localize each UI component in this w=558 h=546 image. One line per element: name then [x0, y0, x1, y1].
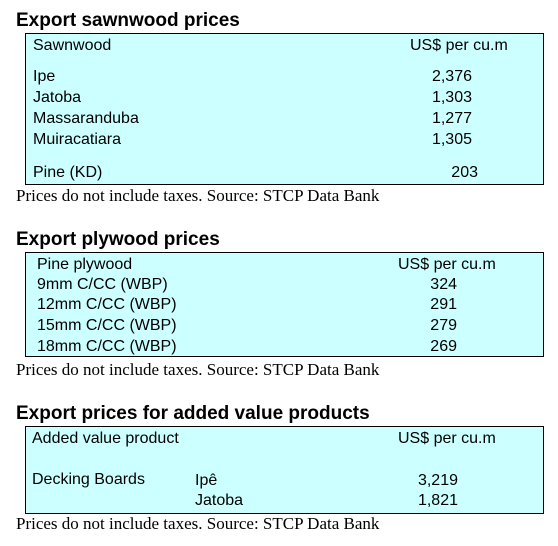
sawnwood-price-table: Sawnwood US$ per cu.m Ipe 2,376 Jatoba 1…	[25, 33, 544, 185]
added-value-row-price: 3,219	[417, 472, 458, 489]
sawnwood-source-note: Prices do not include taxes. Source: STC…	[16, 186, 380, 205]
sawnwood-row-price: 1,305	[431, 131, 472, 148]
added-value-col-header-price: US$ per cu.m	[398, 430, 496, 447]
plywood-row-name: 12mm C/CC (WBP)	[37, 296, 177, 313]
added-value-product-name: Decking Boards	[32, 471, 145, 488]
sawnwood-row-price: 1,277	[431, 110, 472, 127]
added-value-price-table: Added value product US$ per cu.m Decking…	[25, 426, 544, 514]
added-value-source-note: Prices do not include taxes. Source: STC…	[16, 514, 380, 533]
sawnwood-row-name: Muiracatiara	[33, 131, 122, 148]
sawnwood-col-header-price: US$ per cu.m	[410, 37, 508, 54]
plywood-row-name: 18mm C/CC (WBP)	[37, 338, 177, 355]
sawnwood-row-price: 203	[451, 164, 478, 181]
sawnwood-row-price: 1,303	[431, 89, 472, 106]
added-value-row-species: Jatoba	[195, 492, 244, 509]
added-value-row-species: Ipê	[195, 472, 218, 489]
plywood-title: Export plywood prices	[16, 229, 220, 250]
plywood-row-price: 291	[430, 296, 457, 313]
sawnwood-row-price: 2,376	[431, 68, 472, 85]
added-value-col-header-product: Added value product	[32, 430, 179, 447]
added-value-title: Export prices for added value products	[16, 403, 370, 424]
sawnwood-row-name: Ipe	[33, 68, 56, 85]
plywood-price-table: Pine plywood US$ per cu.m 9mm C/CC (WBP)…	[25, 252, 544, 357]
plywood-col-header-price: US$ per cu.m	[398, 256, 496, 273]
plywood-row-price: 279	[430, 317, 457, 334]
plywood-row-name: 9mm C/CC (WBP)	[37, 276, 168, 293]
sawnwood-row-name: Jatoba	[33, 89, 82, 106]
plywood-row-price: 269	[430, 338, 457, 355]
sawnwood-title: Export sawnwood prices	[16, 10, 240, 31]
added-value-row-price: 1,821	[417, 492, 458, 509]
plywood-col-header-product: Pine plywood	[37, 256, 133, 273]
sawnwood-row-name: Pine (KD)	[33, 164, 103, 181]
plywood-row-name: 15mm C/CC (WBP)	[37, 317, 177, 334]
plywood-source-note: Prices do not include taxes. Source: STC…	[16, 360, 380, 379]
sawnwood-row-name: Massaranduba	[33, 110, 139, 127]
plywood-row-price: 324	[430, 276, 457, 293]
sawnwood-col-header-product: Sawnwood	[33, 37, 112, 54]
